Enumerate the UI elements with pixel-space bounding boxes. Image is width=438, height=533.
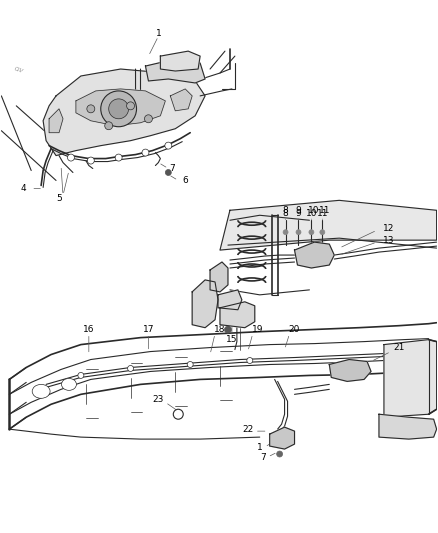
Text: 8: 8 xyxy=(283,209,289,218)
Polygon shape xyxy=(329,360,371,382)
Circle shape xyxy=(165,169,171,175)
Text: 1: 1 xyxy=(155,29,161,38)
Circle shape xyxy=(296,230,301,235)
Text: 12: 12 xyxy=(383,224,395,233)
Text: 9: 9 xyxy=(296,209,301,218)
Polygon shape xyxy=(76,89,165,126)
Circle shape xyxy=(115,154,122,161)
Circle shape xyxy=(173,409,183,419)
Text: 20: 20 xyxy=(289,325,300,334)
Text: 11: 11 xyxy=(317,209,328,218)
Text: 4: 4 xyxy=(21,184,26,193)
Circle shape xyxy=(165,142,172,149)
Text: 22: 22 xyxy=(242,425,254,434)
Circle shape xyxy=(101,91,137,127)
Polygon shape xyxy=(220,302,255,328)
Text: 10: 10 xyxy=(306,209,317,218)
Polygon shape xyxy=(145,59,205,83)
Circle shape xyxy=(127,102,134,110)
Text: 19: 19 xyxy=(252,325,264,334)
Text: 17: 17 xyxy=(143,325,154,334)
Text: 23: 23 xyxy=(153,395,164,404)
Polygon shape xyxy=(43,69,205,156)
Ellipse shape xyxy=(32,384,50,398)
Polygon shape xyxy=(192,280,218,328)
Circle shape xyxy=(224,326,231,333)
Text: 21: 21 xyxy=(393,343,405,352)
Polygon shape xyxy=(160,51,200,71)
Text: 9: 9 xyxy=(296,206,301,215)
Circle shape xyxy=(67,154,74,161)
Circle shape xyxy=(320,230,325,235)
Text: 1: 1 xyxy=(257,442,263,451)
Circle shape xyxy=(247,358,253,364)
Text: 15: 15 xyxy=(226,335,238,344)
Text: 18: 18 xyxy=(214,325,226,334)
Text: 8: 8 xyxy=(283,206,289,215)
Polygon shape xyxy=(294,242,334,268)
Polygon shape xyxy=(218,290,242,310)
Text: 11: 11 xyxy=(318,206,330,215)
Polygon shape xyxy=(270,427,294,449)
Circle shape xyxy=(105,122,113,130)
Circle shape xyxy=(78,373,84,378)
Circle shape xyxy=(283,230,288,235)
Polygon shape xyxy=(210,262,228,292)
Text: 10: 10 xyxy=(307,206,319,215)
Text: 7: 7 xyxy=(260,453,265,462)
Polygon shape xyxy=(49,109,63,133)
Polygon shape xyxy=(384,340,437,417)
Text: 7: 7 xyxy=(170,164,175,173)
Text: 6: 6 xyxy=(182,176,188,185)
Text: 16: 16 xyxy=(83,325,95,334)
Circle shape xyxy=(142,149,149,156)
Circle shape xyxy=(145,115,152,123)
Text: 13: 13 xyxy=(383,236,395,245)
Circle shape xyxy=(87,157,94,164)
Circle shape xyxy=(127,366,134,372)
Text: 5: 5 xyxy=(56,194,62,203)
Text: CIV: CIV xyxy=(13,66,24,74)
Ellipse shape xyxy=(61,378,76,390)
Polygon shape xyxy=(220,200,437,250)
Circle shape xyxy=(277,451,283,457)
Polygon shape xyxy=(379,414,437,439)
Polygon shape xyxy=(170,89,192,111)
Circle shape xyxy=(309,230,314,235)
Circle shape xyxy=(187,361,193,367)
Circle shape xyxy=(87,105,95,113)
Circle shape xyxy=(109,99,129,119)
